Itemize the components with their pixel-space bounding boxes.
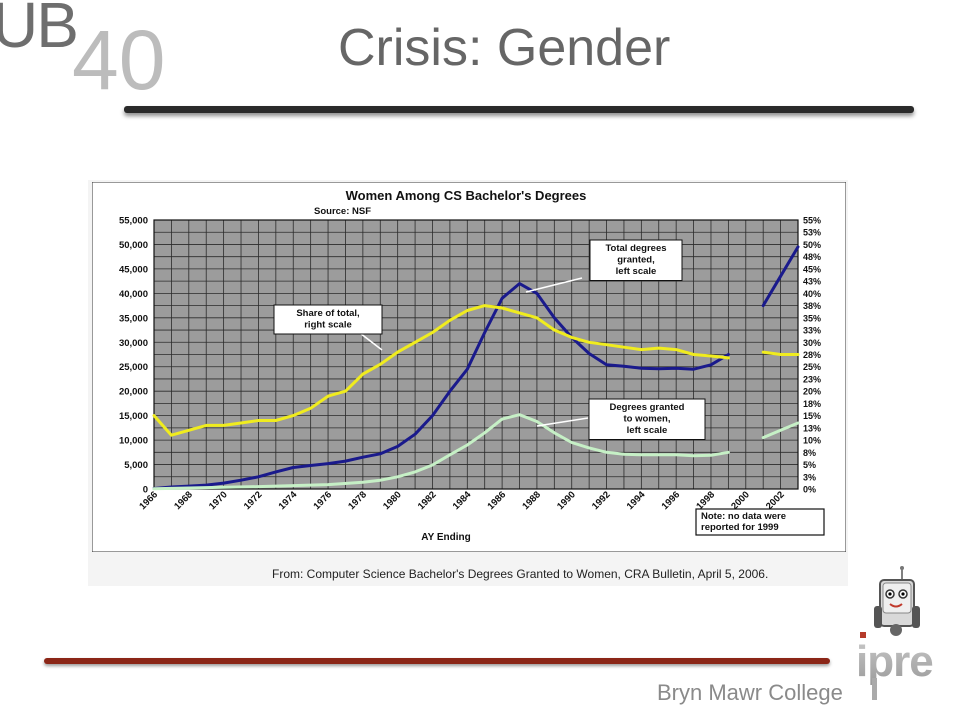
ub-logo-text: UB [0, 0, 79, 61]
y-left-tick-label: 30,000 [119, 338, 148, 349]
series-line-share-of-total [761, 350, 800, 356]
annotation-share-of-total-text: Share of total, [296, 308, 359, 319]
citation-text: From: Computer Science Bachelor's Degree… [272, 567, 769, 581]
y-left-tick-label: 50,000 [119, 240, 148, 251]
annotation-total-degrees-box [589, 239, 683, 281]
annotation-women-degrees-leader [536, 417, 589, 427]
y-left-tick-label: 35,000 [119, 313, 148, 324]
annotation-share-of-total-text: right scale [304, 320, 352, 331]
y-right-tick-label: 55% [803, 216, 821, 226]
x-axis-label: AY Ending [421, 532, 470, 543]
y-left-tick-label: 10,000 [119, 436, 148, 447]
annotation-share-of-total-box [273, 304, 383, 335]
y-right-tick-label: 53% [803, 228, 821, 238]
series-line-women-degrees [761, 421, 800, 440]
y-left-tick-label: 45,000 [119, 264, 148, 275]
y-right-tick-label: 33% [803, 326, 821, 336]
y-right-tick-label: 28% [803, 350, 821, 360]
college-name: Bryn Mawr College [657, 680, 843, 705]
y-left-tick-label: 0 [143, 485, 148, 496]
y-right-tick-label: 3% [803, 472, 816, 482]
chart-title: Women Among CS Bachelor's Degrees [346, 188, 587, 203]
annotation-women-degrees-box [588, 398, 706, 440]
y-right-tick-label: 38% [803, 301, 821, 311]
footer-divider [44, 658, 830, 664]
y-right-tick-label: 25% [803, 362, 821, 372]
y-right-tick-label: 35% [803, 313, 821, 323]
y-left-tick-label: 55,000 [119, 216, 148, 227]
annotation-total-degrees-text: Total degrees [605, 243, 666, 254]
y-left-tick-label: 15,000 [119, 411, 148, 422]
ipre-logo: ipre [856, 632, 934, 700]
slide-title: Crisis: Gender [338, 19, 671, 77]
y-right-tick-label: 20% [803, 387, 821, 397]
annotation-total-degrees-text: granted, [617, 255, 654, 266]
note-text: Note: no data were [701, 511, 786, 522]
series-line-women-degrees [152, 413, 730, 491]
y-left-tick-label: 40,000 [119, 289, 148, 300]
y-left-tick-label: 5,000 [124, 460, 148, 471]
y-right-tick-label: 30% [803, 338, 821, 348]
y-right-tick-label: 45% [803, 264, 821, 274]
y-right-tick-label: 10% [803, 436, 821, 446]
y-right-tick-label: 13% [803, 423, 821, 433]
annotation-total-degrees-leader [525, 277, 583, 293]
y-left-tick-label: 20,000 [119, 387, 148, 398]
y-right-tick-label: 5% [803, 460, 816, 470]
y-right-tick-label: 23% [803, 374, 821, 384]
note-box [695, 508, 825, 536]
y-right-tick-label: 48% [803, 252, 821, 262]
annotation-women-degrees-text: left scale [627, 425, 668, 436]
chart-subtitle: Source: NSF [314, 206, 371, 217]
svg-text:ipre: ipre [856, 637, 933, 686]
y-right-tick-label: 15% [803, 411, 821, 421]
annotation-women-degrees-text: Degrees granted [610, 402, 685, 413]
y-right-tick-label: 8% [803, 448, 816, 458]
y-right-tick-label: 0% [803, 485, 816, 495]
y-right-tick-label: 40% [803, 289, 821, 299]
y-right-tick-label: 43% [803, 277, 821, 287]
robot-mascot-icon [874, 566, 920, 636]
y-right-tick-label: 18% [803, 399, 821, 409]
chart: Women Among CS Bachelor's Degrees Source:… [92, 182, 846, 552]
ub40-logo-number: 40 [72, 13, 166, 107]
note-text: reported for 1999 [701, 522, 779, 533]
annotation-total-degrees-text: left scale [616, 266, 657, 277]
series-line-total-degrees [761, 245, 800, 308]
annotation-women-degrees-text: to women, [624, 414, 671, 425]
title-divider [124, 106, 914, 113]
series-line-share-of-total [152, 304, 730, 437]
series-line-total-degrees [152, 282, 730, 490]
y-right-tick-label: 50% [803, 240, 821, 250]
y-left-tick-label: 25,000 [119, 362, 148, 373]
